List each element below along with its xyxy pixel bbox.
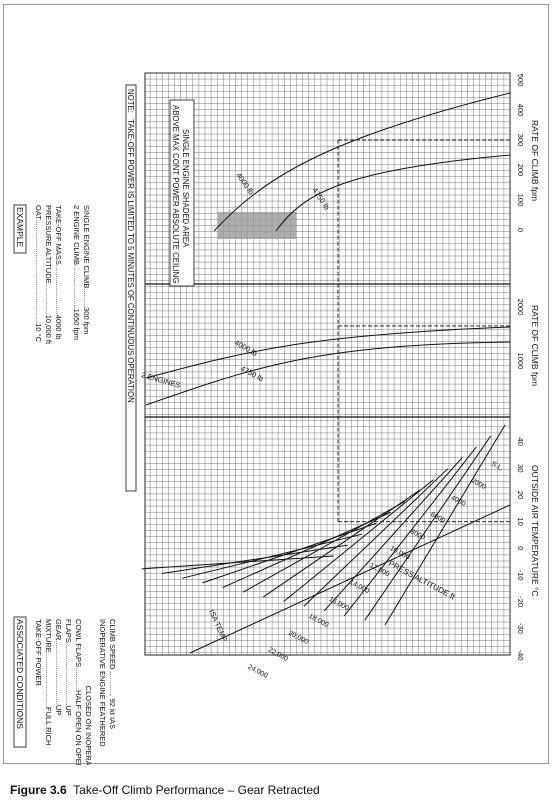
shaded-area bbox=[218, 212, 296, 239]
condition-line: CLOSED ON INOPERATIVE ENGINE bbox=[84, 619, 93, 765]
single-tick-label: 200 bbox=[516, 164, 525, 177]
twin-tick-label: 2000 bbox=[516, 299, 525, 316]
altitude-label: 2000 bbox=[470, 478, 487, 492]
altitude-label: 8000 bbox=[409, 528, 426, 542]
chart-sheet: -40 -30 -20 -10 0 10 20 30 40 1000 2000 0 100 200 300 4… bbox=[3, 4, 549, 797]
climb-performance-chart: -40 -30 -20 -10 0 10 20 30 40 1000 2000 0 100 200 300 4… bbox=[13, 72, 540, 765]
example-line: SINGLE ENGINE CLIMB.........300 fpm bbox=[82, 205, 91, 334]
twin-roc-axis-label: RATE OF CLIMB fpm bbox=[530, 305, 540, 386]
pressure-altitude-line bbox=[242, 501, 406, 593]
twin-4000-curve bbox=[145, 326, 511, 379]
pressure-altitude-line bbox=[364, 435, 492, 621]
pressure-altitude-line bbox=[323, 457, 463, 612]
altitude-label: 24,000 bbox=[246, 664, 268, 680]
single-roc-axis-label: RATE OF CLIMB fpm bbox=[530, 120, 540, 201]
shaded-area-note: ABOVE MAX CONT POWER ABSOLUTE CEILING bbox=[171, 105, 180, 283]
two-engines-label: 2 ENGINES bbox=[140, 370, 181, 390]
pressure-altitude-line bbox=[202, 522, 377, 584]
pressure-altitude-line bbox=[222, 511, 391, 589]
pressure-altitude-line bbox=[161, 544, 348, 575]
altitude-label: 18,000 bbox=[307, 613, 329, 629]
single-tick-label: 0 bbox=[516, 228, 525, 232]
condition-line: GEAR...............................UP bbox=[54, 619, 63, 715]
pressure-altitude-line bbox=[283, 479, 434, 602]
figure-caption: Figure 3.6 Take-Off Climb Performance – … bbox=[10, 783, 320, 797]
pressure-altitude-line bbox=[303, 468, 449, 607]
example-title: EXAMPLE bbox=[15, 207, 25, 247]
example-line: 2 ENGINE CLIMB.....................1650 … bbox=[72, 205, 81, 340]
climb-note: NOTE: TAKE-OFF POWER IS LIMITED TO 5 MIN… bbox=[126, 89, 135, 403]
oat-tick-label: -10 bbox=[516, 570, 525, 581]
condition-line: TAKE-OFF POWER bbox=[34, 619, 43, 687]
pressure-altitude-line bbox=[384, 424, 506, 626]
figure-title: Take-Off Climb Performance – Gear Retrac… bbox=[73, 783, 320, 797]
condition-line: FLAPS..............................UP bbox=[64, 619, 73, 716]
oat-tick-label: 0 bbox=[516, 546, 525, 550]
altitude-label: S.L. bbox=[490, 461, 504, 473]
associated-conditions-title: ASSOCIATED CONDITIONS bbox=[15, 619, 25, 729]
condition-line: MIXTURE..........................FULL RI… bbox=[44, 619, 53, 745]
single-4000-curve bbox=[213, 92, 511, 232]
twin-tick-label: 1000 bbox=[516, 353, 525, 370]
condition-line: INOPERATIVE ENGINE FEATHERED bbox=[98, 619, 107, 747]
single-4000-label: 4000 lb bbox=[234, 171, 255, 196]
associated-conditions: ASSOCIATED CONDITIONS TAKE-OFF POWER MIX… bbox=[13, 616, 117, 765]
example-line: OAT.....................................… bbox=[34, 205, 43, 343]
example-line: PRESSURE ALTITUDE...............10,000 f… bbox=[44, 205, 53, 345]
isa-temp-label: ISA TEMP bbox=[207, 608, 229, 643]
oat-tick-label: 40 bbox=[516, 437, 525, 445]
condition-line: COWL FLAPS...........HALF OPEN ON OPERAT… bbox=[74, 619, 83, 765]
oat-tick-label: 20 bbox=[516, 491, 525, 499]
single-tick-label: 100 bbox=[516, 194, 525, 207]
oat-tick-label: -30 bbox=[516, 623, 525, 634]
single-tick-label: 300 bbox=[516, 134, 525, 147]
isa-temp-line bbox=[189, 504, 511, 654]
pressure-altitude-line bbox=[344, 446, 477, 616]
twin-4750-label: 4750 lb bbox=[239, 364, 265, 383]
figure-number: Figure 3.6 bbox=[10, 783, 67, 797]
oat-tick-label: -40 bbox=[516, 650, 525, 661]
press-altitude-label: PRESS ALTITUDE ft bbox=[387, 559, 457, 602]
shaded-area-note: SINGLE ENGINE SHADED AREA bbox=[181, 129, 190, 248]
example-block: EXAMPLE OAT.............................… bbox=[13, 204, 91, 345]
single-tick-label: 500 bbox=[516, 74, 525, 87]
oat-tick-label: 30 bbox=[516, 464, 525, 472]
pressure-altitude-line bbox=[141, 555, 334, 570]
twin-4750-curve bbox=[145, 341, 511, 406]
condition-line: CLIMB SPEED ............ 92 kt IAS bbox=[108, 619, 117, 729]
single-tick-label: 400 bbox=[516, 104, 525, 117]
oat-tick-label: -20 bbox=[516, 596, 525, 607]
oat-axis-label: OUTSIDE AIR TEMPERATURE °C bbox=[530, 465, 540, 597]
oat-tick-label: 10 bbox=[516, 517, 525, 525]
single-4750-curve bbox=[275, 154, 511, 232]
example-line: TAKE-OFF MASS........................400… bbox=[54, 205, 63, 339]
